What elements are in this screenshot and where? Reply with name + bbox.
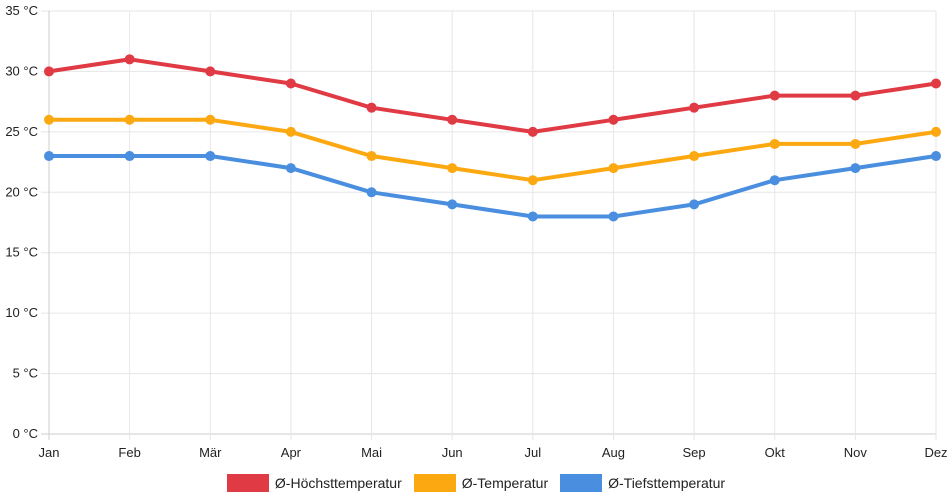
data-point[interactable] bbox=[769, 175, 780, 186]
data-point[interactable] bbox=[769, 90, 780, 101]
y-tick-label: 5 °C bbox=[13, 366, 38, 381]
data-point[interactable] bbox=[527, 175, 538, 186]
y-tick-label: 35 °C bbox=[5, 3, 38, 18]
data-point[interactable] bbox=[124, 151, 135, 162]
legend-item-high[interactable]: Ø-Höchsttemperatur bbox=[226, 474, 402, 492]
legend-item-low[interactable]: Ø-Tiefsttemperatur bbox=[560, 474, 725, 492]
x-tick-label: Feb bbox=[118, 445, 140, 460]
data-point[interactable] bbox=[44, 151, 54, 162]
data-point[interactable] bbox=[850, 138, 861, 149]
series-line bbox=[47, 57, 938, 134]
series-line bbox=[47, 117, 938, 183]
data-point[interactable] bbox=[447, 199, 458, 210]
data-point[interactable] bbox=[447, 163, 458, 174]
data-point[interactable] bbox=[608, 211, 619, 222]
series-0 bbox=[44, 54, 941, 137]
x-tick-label: Aug bbox=[602, 445, 625, 460]
series-lines bbox=[44, 54, 941, 222]
data-point[interactable] bbox=[527, 211, 538, 222]
data-point[interactable] bbox=[850, 90, 861, 101]
data-point[interactable] bbox=[366, 102, 377, 113]
data-point[interactable] bbox=[205, 66, 216, 77]
y-tick-label: 15 °C bbox=[5, 245, 38, 260]
data-point[interactable] bbox=[124, 114, 135, 125]
y-tick-label: 25 °C bbox=[5, 124, 38, 139]
data-point[interactable] bbox=[366, 187, 377, 198]
y-tick-label: 20 °C bbox=[5, 184, 38, 199]
data-point[interactable] bbox=[689, 199, 700, 210]
series-1 bbox=[44, 114, 941, 186]
series-2 bbox=[44, 151, 941, 222]
legend-label-high: Ø-Höchsttemperatur bbox=[274, 475, 402, 491]
legend-label-low: Ø-Tiefsttemperatur bbox=[608, 475, 726, 491]
data-point[interactable] bbox=[527, 126, 538, 137]
data-point[interactable] bbox=[285, 78, 296, 89]
data-point[interactable] bbox=[447, 114, 458, 125]
data-point[interactable] bbox=[689, 151, 700, 162]
legend-item-mean[interactable]: Ø-Temperatur bbox=[413, 474, 549, 492]
series-line bbox=[47, 154, 938, 219]
y-tick-label: 10 °C bbox=[5, 305, 38, 320]
data-point[interactable] bbox=[285, 126, 296, 137]
x-tick-label: Okt bbox=[765, 445, 786, 460]
x-tick-label: Sep bbox=[683, 445, 706, 460]
data-point[interactable] bbox=[608, 114, 619, 125]
x-tick-label: Mär bbox=[199, 445, 222, 460]
x-tick-label: Jul bbox=[525, 445, 542, 460]
data-point[interactable] bbox=[931, 78, 941, 89]
data-point[interactable] bbox=[931, 126, 941, 137]
legend-swatch-low bbox=[560, 474, 603, 492]
x-tick-label: Jan bbox=[39, 445, 60, 460]
y-tick-label: 0 °C bbox=[13, 426, 38, 441]
x-tick-label: Dez bbox=[924, 445, 947, 460]
legend-label-mean: Ø-Temperatur bbox=[461, 475, 549, 491]
grid bbox=[41, 10, 937, 440]
data-point[interactable] bbox=[205, 151, 216, 162]
legend-swatch-mean bbox=[413, 474, 456, 492]
x-tick-label: Nov bbox=[844, 445, 868, 460]
x-axis: Jan Feb Mär Apr Mai Jun Jul Aug Sep Okt Nov Dez bbox=[39, 445, 948, 460]
data-point[interactable] bbox=[285, 163, 296, 174]
legend-swatch-high bbox=[226, 474, 269, 492]
data-point[interactable] bbox=[850, 163, 861, 174]
y-tick-label: 30 °C bbox=[5, 63, 38, 78]
y-axis: 0 °C 5 °C 10 °C 15 °C 20 °C 25 °C 30 °C 35 °C bbox=[5, 3, 38, 441]
legend: Ø-Höchsttemperatur Ø-Temperatur Ø-Tiefst… bbox=[0, 472, 952, 494]
data-point[interactable] bbox=[44, 114, 54, 125]
data-point[interactable] bbox=[44, 66, 54, 77]
data-point[interactable] bbox=[689, 102, 700, 113]
chart-plot: 0 °C 5 °C 10 °C 15 °C 20 °C 25 °C 30 °C 35 °C J… bbox=[5, 3, 948, 460]
x-tick-label: Mai bbox=[361, 445, 382, 460]
data-point[interactable] bbox=[366, 151, 377, 162]
data-point[interactable] bbox=[769, 138, 780, 149]
data-point[interactable] bbox=[931, 151, 941, 162]
x-tick-label: Apr bbox=[281, 445, 302, 460]
x-tick-label: Jun bbox=[442, 445, 463, 460]
data-point[interactable] bbox=[608, 163, 619, 174]
data-point[interactable] bbox=[124, 54, 135, 65]
data-point[interactable] bbox=[205, 114, 216, 125]
